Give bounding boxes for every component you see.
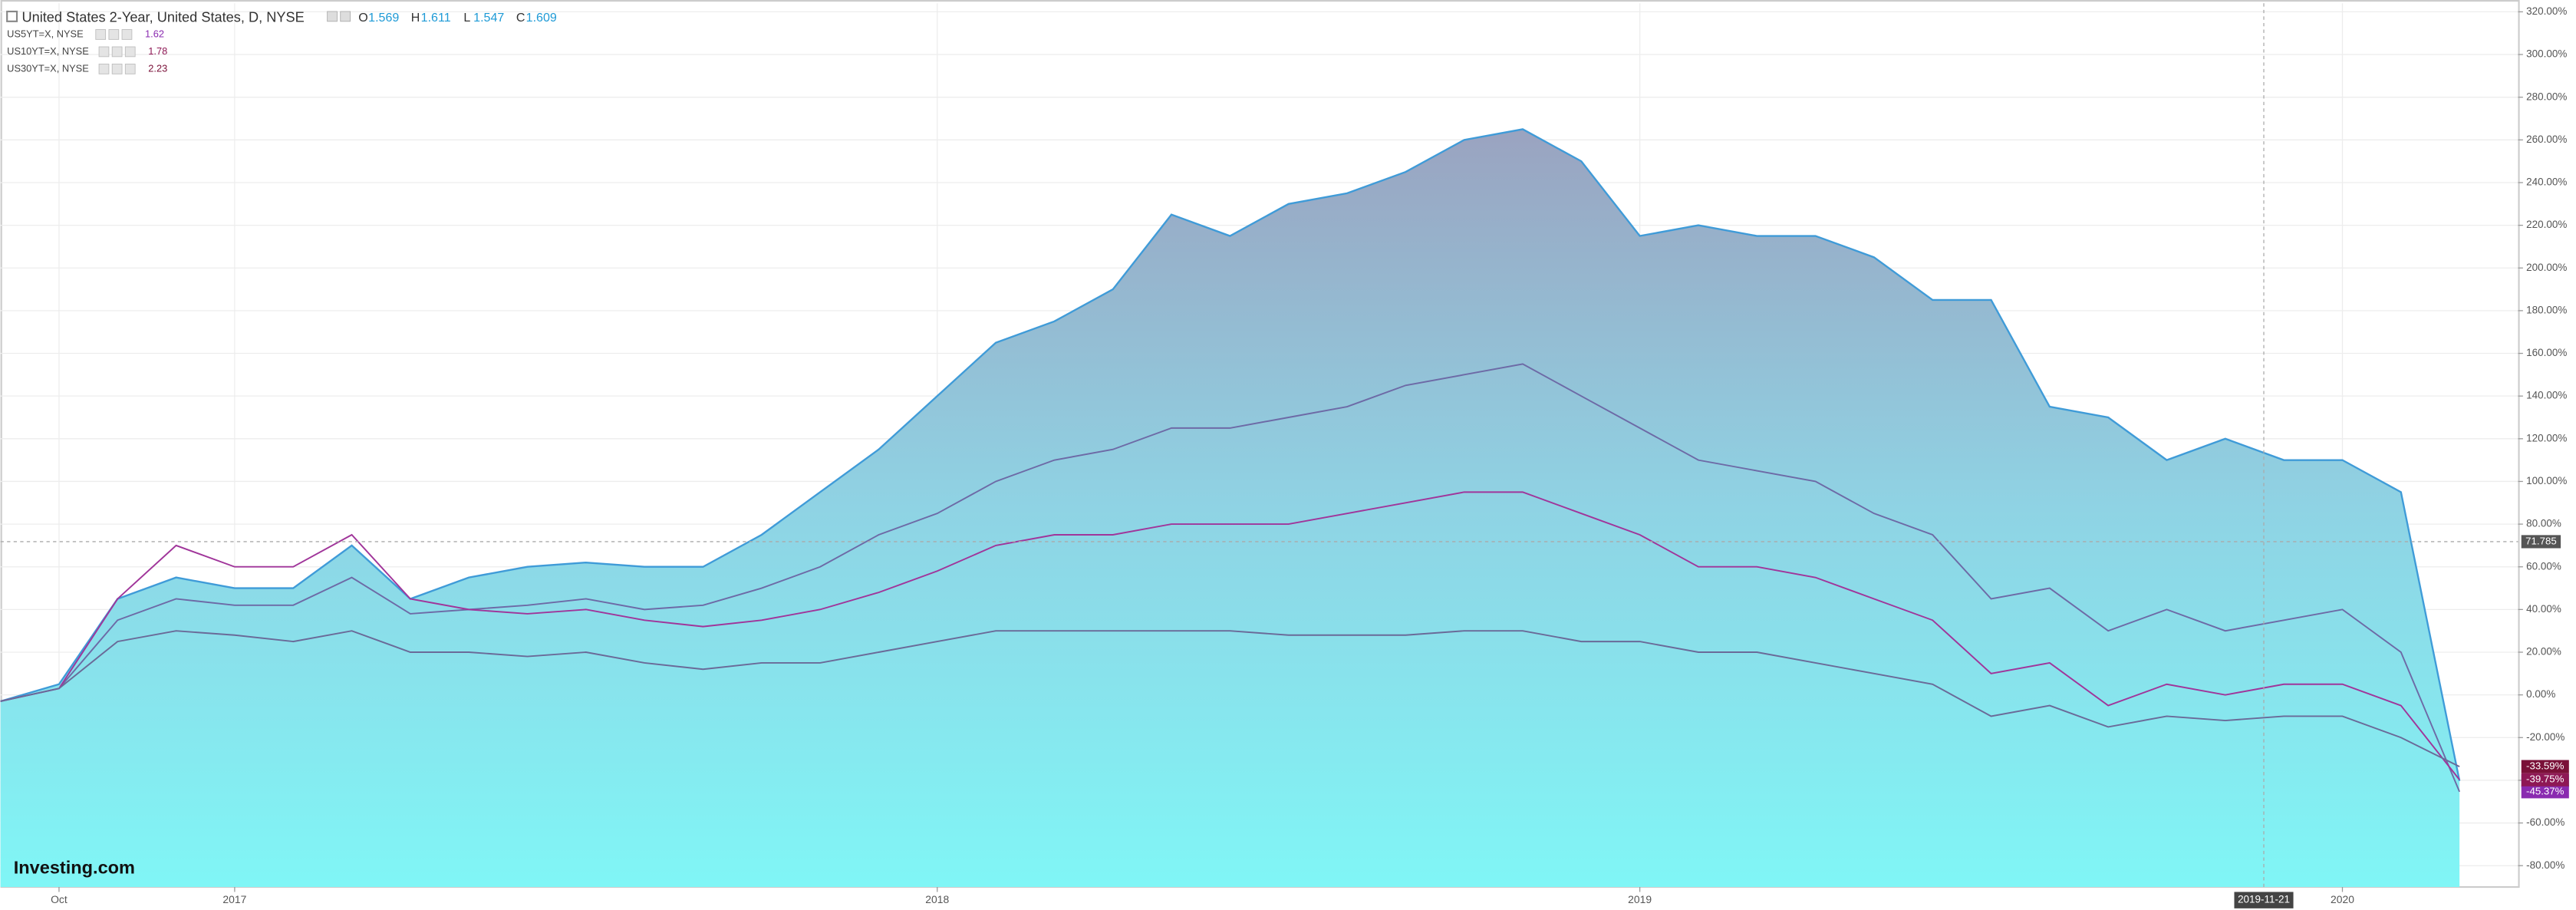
- y-tick-label: 160.00%: [2526, 347, 2567, 358]
- y-tick-label: 300.00%: [2526, 48, 2567, 60]
- chart-title: United States 2-Year, United States, D, …: [21, 9, 304, 25]
- crosshair-x-label: 2019-11-21: [2238, 894, 2290, 905]
- ohlc-value: 1.611: [421, 11, 451, 25]
- area: [0, 129, 2460, 888]
- y-tick-label: -80.00%: [2526, 859, 2564, 871]
- legend-icon: [95, 29, 107, 40]
- ohlc-value: 1.609: [526, 11, 557, 25]
- legend-value: 1.78: [148, 45, 167, 57]
- legend-icon: [124, 64, 136, 74]
- crosshair-y-label: 71.785: [2525, 535, 2557, 546]
- legend-icon: [111, 64, 123, 74]
- y-tick-label: -60.00%: [2526, 816, 2564, 828]
- y-tick-label: 240.00%: [2526, 176, 2567, 188]
- x-tick-label: 2019: [1628, 893, 1652, 905]
- line: [0, 363, 2461, 793]
- line: [0, 630, 2460, 767]
- line: [0, 491, 2460, 780]
- y-tick-label: 140.00%: [2526, 390, 2567, 401]
- y-tick-label: 320.00%: [2526, 5, 2567, 17]
- ohlc-key: L: [463, 11, 470, 25]
- legend-icon: [111, 46, 123, 58]
- y-tick-label: 260.00%: [2526, 134, 2567, 145]
- crosshair-y-box: [2521, 535, 2561, 549]
- last-value-label: -33.59%: [2526, 760, 2564, 772]
- y-tick-label: 40.00%: [2526, 603, 2561, 615]
- y-tick-label: 220.00%: [2526, 219, 2567, 230]
- x-tick-label: 2017: [222, 893, 246, 905]
- watermark: Investing.com: [14, 858, 135, 878]
- last-value-box: [2521, 760, 2569, 773]
- legend-icon: [124, 46, 136, 58]
- last-value-box: [2521, 773, 2569, 786]
- last-value-label: -39.75%: [2526, 773, 2564, 785]
- ohlc-value: 1.569: [368, 11, 399, 25]
- legend-value: 2.23: [148, 62, 167, 74]
- ohlc-value: 1.547: [473, 11, 504, 25]
- y-tick-label: 180.00%: [2526, 304, 2567, 315]
- y-tick-label: 80.00%: [2526, 518, 2561, 529]
- legend-icon: [121, 29, 133, 40]
- legend-name: US5YT=X, NYSE: [7, 28, 83, 39]
- last-value-box: [2521, 785, 2569, 799]
- y-tick-label: 60.00%: [2526, 560, 2561, 572]
- y-tick-label: 280.00%: [2526, 91, 2567, 102]
- ohlc-key: C: [516, 11, 525, 25]
- y-tick-label: -20.00%: [2526, 731, 2564, 743]
- y-tick-label: 120.00%: [2526, 432, 2567, 443]
- settings-icon: [327, 11, 338, 22]
- x-tick-label: 2020: [2331, 893, 2354, 905]
- ohlc-key: O: [358, 11, 367, 25]
- header: United States 2-Year, United States, D, …: [6, 9, 557, 74]
- legend-icon: [108, 29, 120, 40]
- crosshair-x-box: [2234, 892, 2294, 908]
- legend-name: US30YT=X, NYSE: [7, 62, 89, 74]
- last-value-label: -45.37%: [2526, 785, 2564, 796]
- legend-value: 1.62: [145, 28, 164, 39]
- legend-icon: [98, 46, 110, 58]
- collapse-icon[interactable]: [6, 10, 18, 22]
- legend-name: US10YT=X, NYSE: [7, 45, 89, 57]
- y-tick-label: 100.00%: [2526, 475, 2567, 486]
- close-icon: [340, 11, 351, 22]
- y-tick-label: 20.00%: [2526, 646, 2561, 658]
- legend-icon: [98, 64, 110, 74]
- ohlc-key: H: [411, 11, 420, 25]
- x-tick-label: 2018: [925, 893, 949, 905]
- y-tick-label: 0.00%: [2526, 688, 2555, 700]
- y-tick-label: 200.00%: [2526, 262, 2567, 273]
- x-tick-label: Oct: [51, 893, 68, 905]
